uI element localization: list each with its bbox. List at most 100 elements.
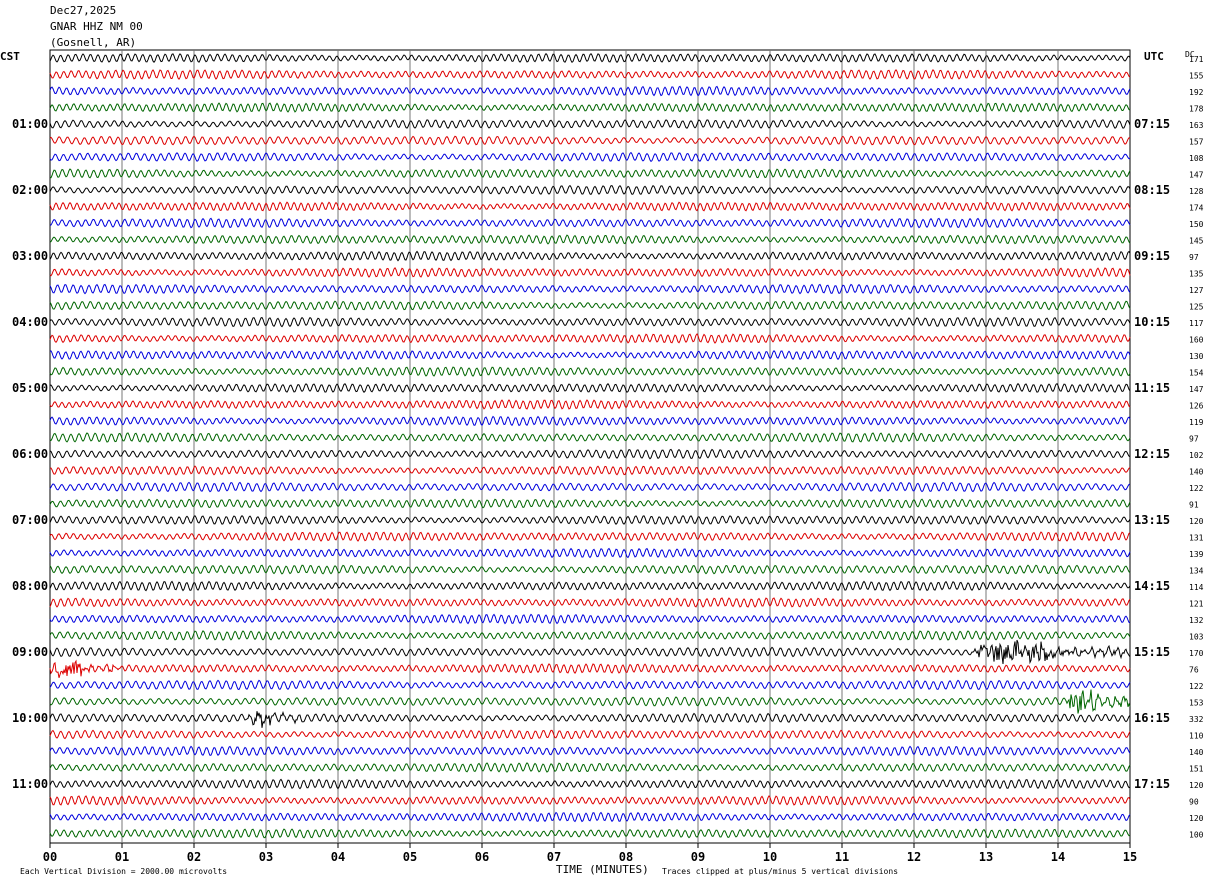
trace-line <box>49 349 1131 361</box>
trace-line <box>49 778 1131 790</box>
dc-offset-label: 97 <box>1189 435 1199 444</box>
trace-line <box>49 399 1131 410</box>
dc-offset-label: 145 <box>1189 237 1204 246</box>
x-tick-label: 08 <box>619 850 633 864</box>
trace-line <box>49 828 1131 839</box>
trace-line <box>49 729 1131 740</box>
dc-offset-label: 140 <box>1189 468 1204 477</box>
right-timezone-label: UTC <box>1144 50 1164 63</box>
dc-offset-label: 126 <box>1189 402 1204 411</box>
dc-offset-label: 120 <box>1189 517 1204 526</box>
trace-line <box>49 514 1131 525</box>
left-hour-label: 02:00 <box>12 183 48 197</box>
trace-line <box>49 531 1131 542</box>
right-hour-label: 09:15 <box>1134 249 1170 263</box>
trace-line <box>49 710 1131 728</box>
trace-line <box>49 68 1131 81</box>
dc-offset-label: 139 <box>1189 550 1204 559</box>
right-hour-label: 11:15 <box>1134 381 1170 395</box>
x-tick-label: 02 <box>187 850 201 864</box>
trace-line <box>49 639 1131 665</box>
x-tick-label: 10 <box>763 850 777 864</box>
dc-offset-label: 157 <box>1189 138 1204 147</box>
dc-offset-label: 174 <box>1189 204 1204 213</box>
dc-offset-label: 97 <box>1189 253 1199 262</box>
trace-line <box>49 597 1131 608</box>
dc-offset-label: 163 <box>1189 121 1204 130</box>
trace-line <box>49 689 1131 714</box>
dc-offset-label: 171 <box>1189 55 1204 64</box>
right-hour-label: 10:15 <box>1134 315 1170 329</box>
dc-offset-label: 150 <box>1189 220 1204 229</box>
trace-line <box>49 184 1131 196</box>
dc-offset-label: 125 <box>1189 303 1204 312</box>
dc-offset-label: 122 <box>1189 484 1204 493</box>
left-hour-label: 07:00 <box>12 513 48 527</box>
dc-offset-label: 154 <box>1189 369 1204 378</box>
x-tick-label: 07 <box>547 850 561 864</box>
trace-line <box>49 382 1131 394</box>
trace-line <box>49 762 1131 773</box>
dc-offset-label: 114 <box>1189 583 1204 592</box>
x-tick-label: 13 <box>979 850 993 864</box>
dc-offset-label: 119 <box>1189 418 1204 427</box>
dc-offset-label: 102 <box>1189 451 1204 460</box>
right-hour-label: 14:15 <box>1134 579 1170 593</box>
trace-line <box>49 659 1131 678</box>
dc-offset-label: 153 <box>1189 699 1204 708</box>
dc-offset-label: 155 <box>1189 72 1204 81</box>
dc-offset-label: 131 <box>1189 534 1204 543</box>
trace-line <box>49 119 1131 129</box>
dc-offset-label: 134 <box>1189 567 1204 576</box>
x-tick-label: 09 <box>691 850 705 864</box>
dc-offset-label: 332 <box>1189 715 1204 724</box>
trace-line <box>49 679 1131 691</box>
dc-offset-label: 135 <box>1189 270 1204 279</box>
station-code: GNAR HHZ NM 00 <box>50 20 143 33</box>
left-hour-label: 11:00 <box>12 777 48 791</box>
trace-line <box>49 52 1131 64</box>
trace-line <box>49 613 1131 625</box>
left-hour-label: 08:00 <box>12 579 48 593</box>
footer-scale-note: Each Vertical Division = 2000.00 microvo… <box>20 867 228 876</box>
trace-line <box>49 168 1131 179</box>
trace-line <box>49 432 1131 443</box>
dc-offset-label: 122 <box>1189 682 1204 691</box>
trace-line <box>49 811 1131 823</box>
dc-offset-label: 147 <box>1189 385 1204 394</box>
right-hour-label: 08:15 <box>1134 183 1170 197</box>
trace-line <box>49 250 1131 262</box>
left-hour-label: 05:00 <box>12 381 48 395</box>
right-hour-label: 13:15 <box>1134 513 1170 527</box>
dc-offset-label: 127 <box>1189 286 1204 295</box>
trace-line <box>49 267 1131 278</box>
dc-offset-label: 117 <box>1189 319 1204 328</box>
plot-date: Dec27,2025 <box>50 4 117 17</box>
dc-offset-label: 76 <box>1189 666 1199 675</box>
trace-line <box>49 795 1131 806</box>
left-hour-label: 09:00 <box>12 645 48 659</box>
dc-offset-label: 110 <box>1189 732 1204 741</box>
dc-offset-label: 170 <box>1189 649 1204 658</box>
x-tick-label: 00 <box>43 850 57 864</box>
trace-line <box>49 316 1131 328</box>
trace-line <box>49 217 1131 229</box>
x-axis-title: TIME (MINUTES) <box>556 863 649 876</box>
trace-line <box>49 481 1131 493</box>
trace-line <box>49 151 1131 163</box>
left-hour-label: 10:00 <box>12 711 48 725</box>
footer-clip-note: Traces clipped at plus/minus 5 vertical … <box>662 867 899 876</box>
trace-line <box>49 366 1131 377</box>
x-tick-label: 12 <box>907 850 921 864</box>
left-hour-label: 01:00 <box>12 117 48 131</box>
trace-line <box>49 745 1131 757</box>
trace-line <box>49 201 1131 212</box>
x-tick-label: 15 <box>1123 850 1137 864</box>
trace-line <box>49 300 1131 311</box>
x-tick-label: 11 <box>835 850 849 864</box>
left-hour-label: 06:00 <box>12 447 48 461</box>
dc-offset-label: 128 <box>1189 187 1204 196</box>
trace-line <box>49 135 1131 146</box>
x-tick-label: 05 <box>403 850 417 864</box>
